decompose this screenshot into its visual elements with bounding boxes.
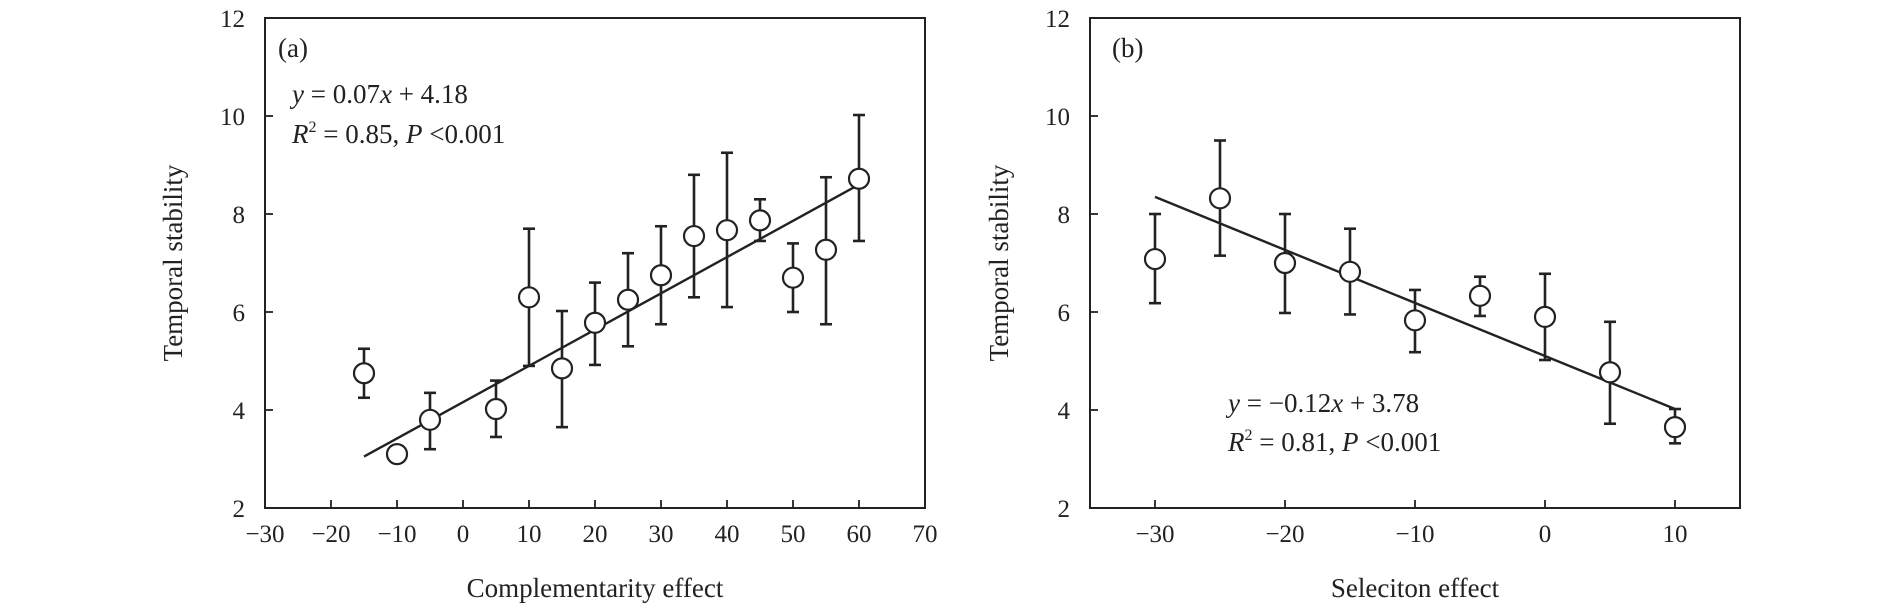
data-point (1143, 247, 1167, 271)
p-var: P (405, 119, 423, 149)
x-tick-label: −30 (1135, 521, 1174, 548)
panel-label: (b) (1112, 33, 1143, 63)
x-tick-label: 60 (847, 521, 872, 548)
p-value: <0.001 (422, 119, 505, 149)
x-tick-label: 0 (1539, 521, 1552, 548)
data-point (352, 362, 376, 385)
p-value: <0.001 (1358, 427, 1441, 457)
y-tick-label: 12 (1045, 6, 1070, 33)
data-point (517, 286, 541, 309)
data-point (418, 408, 442, 431)
equation-intercept: + 4.18 (392, 79, 468, 109)
equation-y-var: y (1225, 388, 1240, 418)
y-tick-label: 8 (1058, 202, 1071, 229)
equation-slope: = −0.12 (1240, 388, 1331, 418)
r-squared-value: = 0.85, (317, 119, 406, 149)
data-point (616, 288, 640, 311)
x-tick-label: 10 (1663, 521, 1688, 548)
x-tick-label: 70 (913, 521, 938, 548)
y-tick-label: 8 (233, 202, 246, 229)
data-point (814, 238, 838, 261)
data-point (550, 357, 574, 380)
equation-intercept: + 3.78 (1343, 388, 1419, 418)
x-tick-label: 50 (781, 521, 806, 548)
y-tick-label: 6 (233, 300, 246, 327)
panel-label: (a) (278, 33, 308, 63)
panel-a: −30 −20 −10 0 10 20 30 40 50 60 70 2 4 6 8 10 12 (a) y =… (158, 6, 938, 603)
data-point (781, 266, 805, 289)
r-squared-var: R (1227, 427, 1245, 457)
x-tick-label: −20 (311, 521, 350, 548)
panel-b: −30 −20 −10 0 10 2 4 6 8 10 12 (b) y = −0.12x + 3.… (984, 6, 1741, 603)
equation-y-var: y (289, 79, 304, 109)
regression-line (363, 183, 860, 458)
regression-equation: y = −0.12x + 3.78 (1225, 388, 1419, 418)
y-axis-title: Temporal stability (984, 164, 1014, 361)
x-tick-label: 20 (583, 521, 608, 548)
data-point (484, 397, 508, 421)
x-tick-label: 30 (649, 521, 674, 548)
x-tick-label: −10 (1395, 521, 1434, 548)
data-point (1663, 416, 1687, 439)
r-squared-var: R (291, 119, 309, 149)
equation-x-var: x (379, 79, 392, 109)
data-point (385, 443, 409, 466)
x-axis-title: Complementarity effect (467, 573, 724, 603)
y-tick-label: 2 (233, 496, 246, 523)
regression-equation: y = 0.07x + 4.18 (289, 79, 468, 109)
data-point (847, 167, 871, 190)
data-point (715, 219, 739, 242)
y-tick-label: 6 (1058, 300, 1071, 327)
p-var: P (1341, 427, 1359, 457)
data-point (1533, 305, 1557, 328)
x-tick-label: 0 (457, 521, 470, 548)
data-point (1208, 187, 1232, 210)
x-tick-label: −20 (1265, 521, 1304, 548)
x-axis-title: Seleciton effect (1331, 573, 1500, 603)
y-tick-label: 10 (1045, 104, 1070, 131)
r-squared-exponent: 2 (309, 119, 317, 136)
data-point (1338, 260, 1362, 283)
r-squared-exponent: 2 (1245, 427, 1253, 444)
x-tick-label: −30 (245, 521, 284, 548)
data-point (1273, 251, 1297, 275)
data-point (682, 224, 706, 248)
x-tick-label: 40 (715, 521, 740, 548)
x-tick-label: −10 (377, 521, 416, 548)
r-squared-value: = 0.81, (1253, 427, 1342, 457)
data-point (649, 264, 673, 287)
y-tick-label: 4 (233, 398, 246, 425)
data-point (583, 311, 607, 334)
equation-x-var: x (1330, 388, 1343, 418)
x-tick-label: 10 (517, 521, 542, 548)
data-point (748, 209, 772, 232)
y-tick-label: 4 (1058, 398, 1071, 425)
y-tick-label: 10 (220, 104, 245, 131)
data-point (1598, 361, 1622, 384)
regression-stats: R2 = 0.81, P <0.001 (1227, 427, 1441, 457)
regression-stats: R2 = 0.85, P <0.001 (291, 119, 505, 149)
data-point (1403, 309, 1427, 332)
y-axis-title: Temporal stability (158, 164, 188, 361)
equation-slope: = 0.07 (304, 79, 380, 109)
data-point (1468, 284, 1492, 307)
y-tick-label: 12 (220, 6, 245, 33)
y-tick-label: 2 (1058, 496, 1071, 523)
